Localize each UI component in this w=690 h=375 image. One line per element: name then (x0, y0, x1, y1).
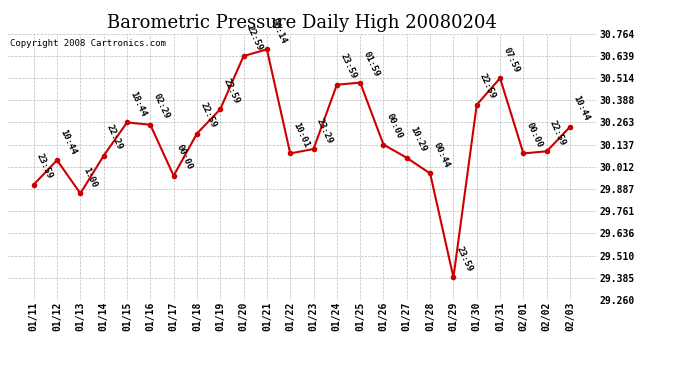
Text: 22:59: 22:59 (478, 72, 497, 100)
Text: 10:44: 10:44 (59, 128, 78, 156)
Text: 22:29: 22:29 (105, 123, 125, 152)
Text: 10:44: 10:44 (571, 94, 591, 123)
Text: 06:14: 06:14 (268, 17, 288, 45)
Title: Barometric Pressure Daily High 20080204: Barometric Pressure Daily High 20080204 (107, 14, 497, 32)
Text: 10:29: 10:29 (408, 126, 428, 154)
Text: 23:59: 23:59 (338, 53, 357, 81)
Text: 23:29: 23:29 (315, 117, 335, 145)
Text: 01:59: 01:59 (362, 50, 381, 78)
Text: 22:59: 22:59 (245, 24, 264, 52)
Text: 22:59: 22:59 (548, 119, 568, 147)
Text: 23:59: 23:59 (35, 152, 55, 180)
Text: 00:44: 00:44 (431, 141, 451, 169)
Text: 00:00: 00:00 (385, 112, 404, 140)
Text: 02:29: 02:29 (152, 92, 171, 121)
Text: 22:59: 22:59 (198, 101, 218, 129)
Text: 10:01: 10:01 (292, 121, 311, 149)
Text: 07:59: 07:59 (502, 46, 521, 74)
Text: 23:59: 23:59 (455, 245, 474, 273)
Text: 22:59: 22:59 (221, 77, 242, 105)
Text: Copyright 2008 Cartronics.com: Copyright 2008 Cartronics.com (10, 39, 166, 48)
Text: 00:00: 00:00 (525, 121, 544, 149)
Text: 1:00: 1:00 (81, 166, 99, 189)
Text: 00:00: 00:00 (175, 143, 195, 171)
Text: 18:44: 18:44 (128, 90, 148, 118)
